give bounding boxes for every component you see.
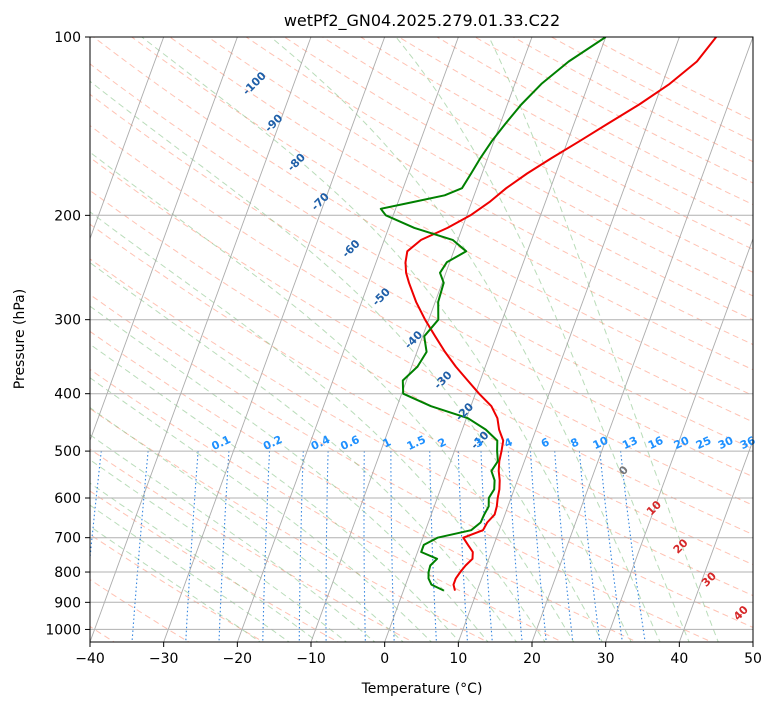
y-tick-label: 500	[54, 444, 81, 460]
chart-title: wetPf2_GN04.2025.279.01.33.C22	[284, 11, 560, 31]
x-tick-label: 20	[523, 651, 541, 667]
y-tick-label: 600	[54, 491, 81, 507]
x-tick-label: −40	[75, 651, 105, 667]
x-tick-label: −20	[223, 651, 253, 667]
x-tick-label: 50	[744, 651, 762, 667]
x-tick-label: 30	[597, 651, 615, 667]
y-tick-label: 800	[54, 565, 81, 581]
y-tick-label: 200	[54, 208, 81, 224]
y-tick-label: 700	[54, 531, 81, 547]
y-axis-title: Pressure (hPa)	[12, 289, 28, 389]
y-tick-label: 1000	[45, 622, 81, 638]
x-tick-label: 10	[449, 651, 467, 667]
y-tick-label: 300	[54, 313, 81, 329]
y-tick-label: 400	[54, 387, 81, 403]
x-tick-label: −10	[296, 651, 326, 667]
x-axis-title: Temperature (°C)	[361, 681, 483, 697]
y-tick-label: 900	[54, 595, 81, 611]
x-tick-label: 40	[670, 651, 688, 667]
y-tick-label: 100	[54, 30, 81, 46]
x-tick-label: 0	[380, 651, 389, 667]
x-tick-label: −30	[149, 651, 179, 667]
